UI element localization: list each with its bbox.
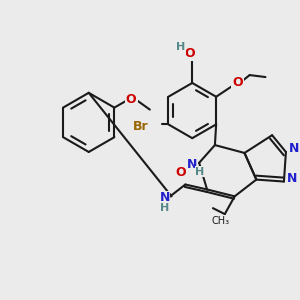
Text: N: N <box>160 191 170 204</box>
Text: CH₃: CH₃ <box>212 216 230 226</box>
Text: O: O <box>175 166 186 179</box>
Text: H: H <box>160 203 169 213</box>
Text: N: N <box>289 142 299 155</box>
Text: O: O <box>184 47 195 60</box>
Text: Br: Br <box>133 120 148 133</box>
Text: H: H <box>195 167 205 177</box>
Text: O: O <box>126 93 136 106</box>
Text: N: N <box>287 172 297 184</box>
Text: N: N <box>187 158 198 171</box>
Text: O: O <box>232 76 243 89</box>
Text: H: H <box>176 43 185 52</box>
